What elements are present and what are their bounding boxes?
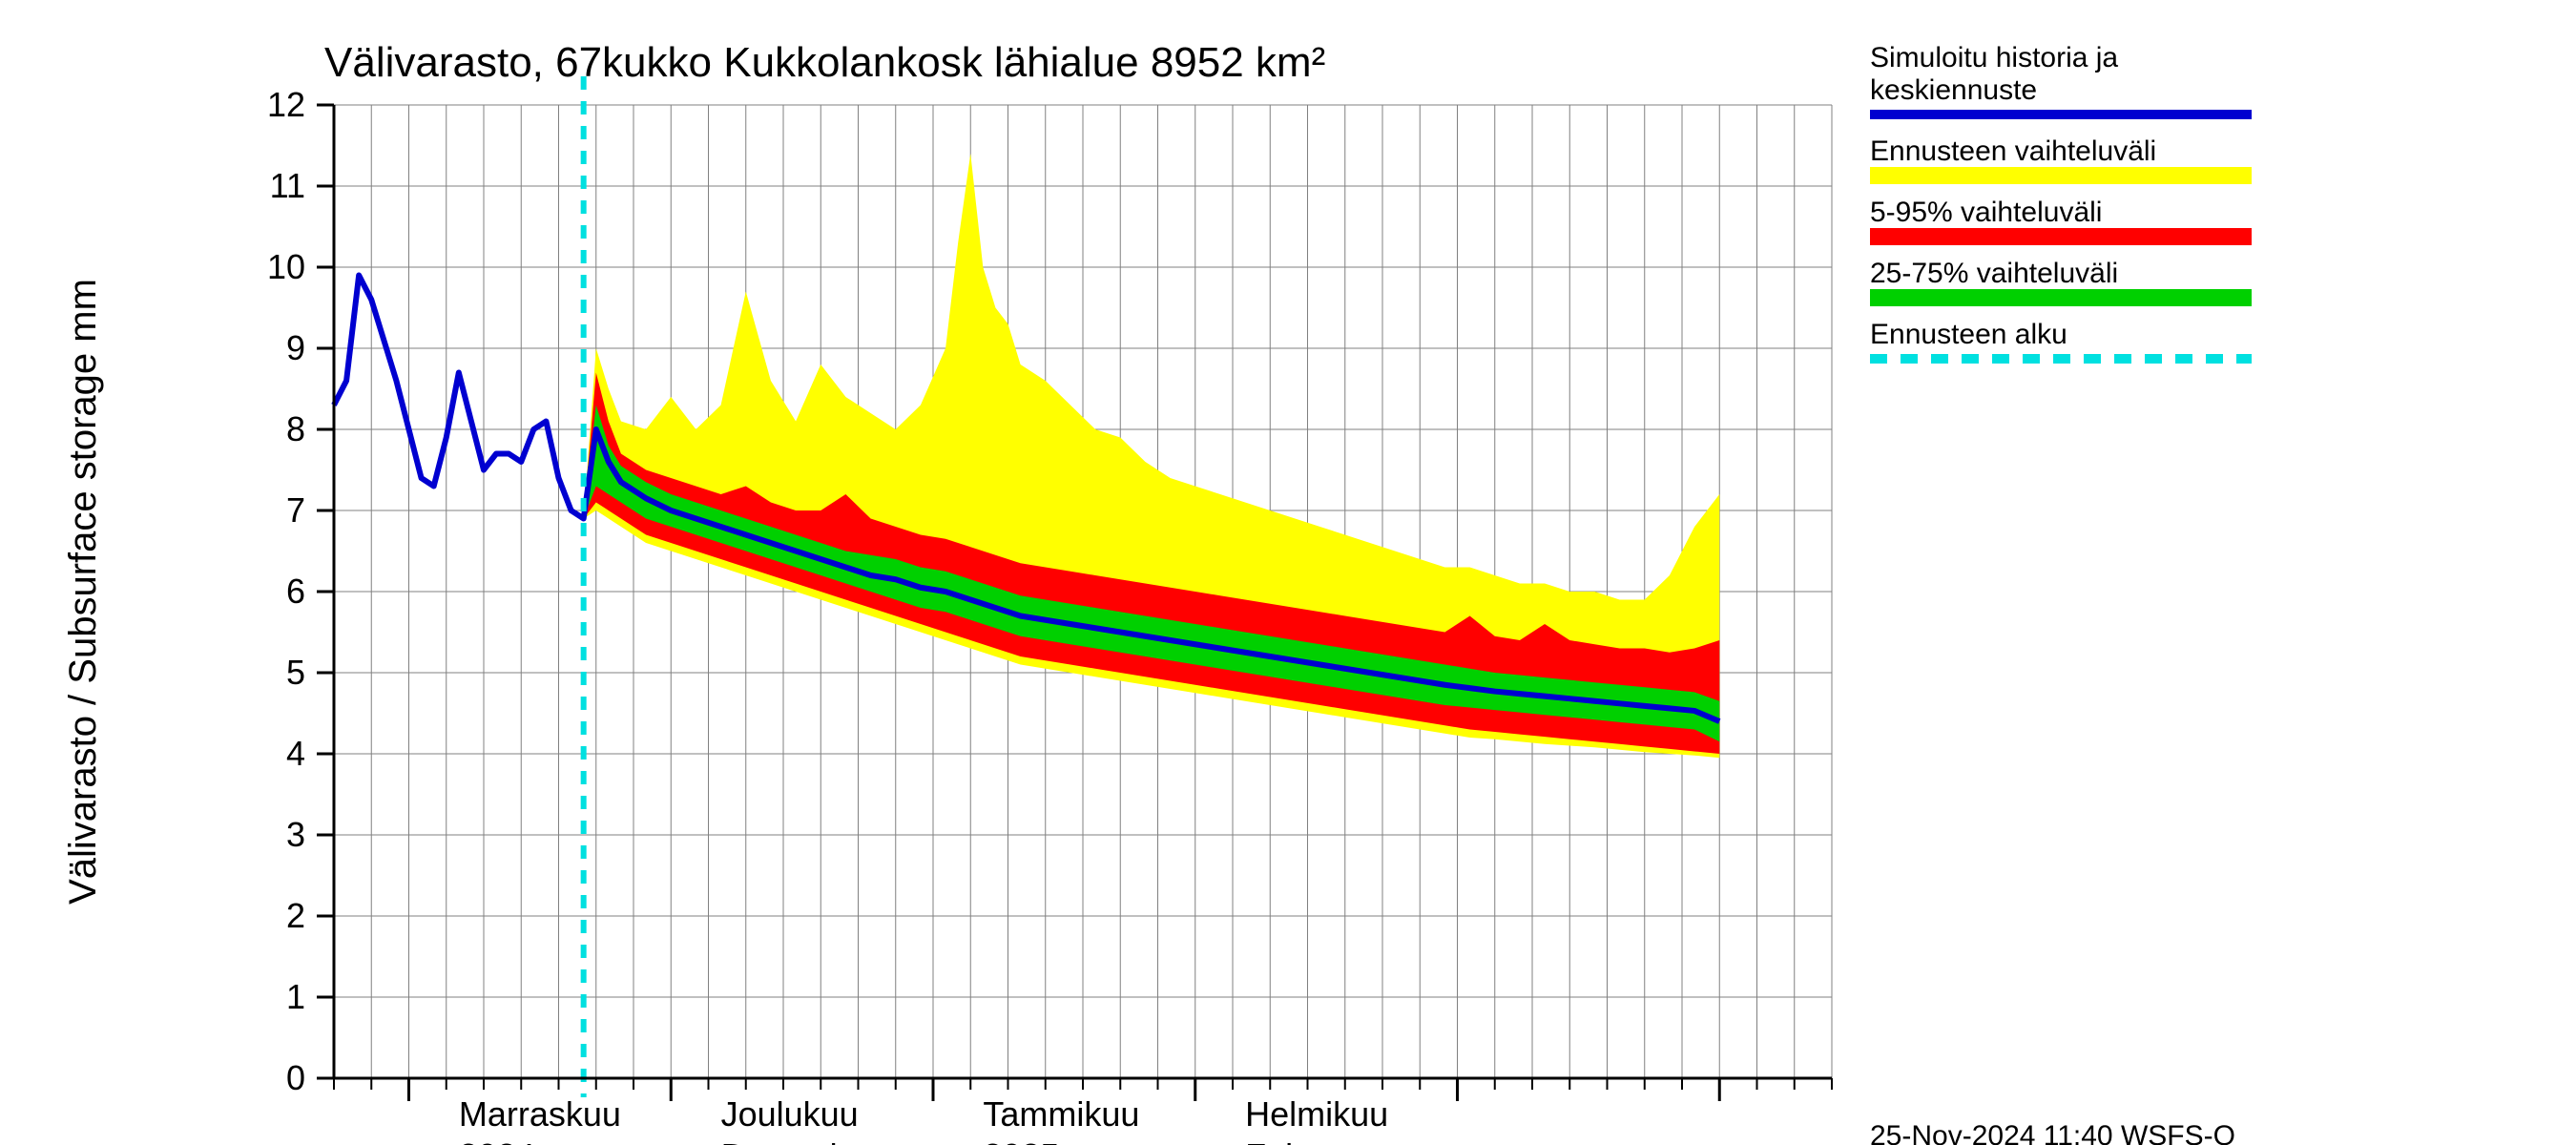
legend-swatch-bar xyxy=(1870,228,2252,245)
y-axis-label: Välivarasto / Subsurface storage mm xyxy=(62,279,104,905)
x-month-label: Joulukuu xyxy=(721,1094,859,1134)
legend-label: keskiennuste xyxy=(1870,74,2037,106)
y-tick-label: 0 xyxy=(286,1058,305,1097)
y-tick-label: 10 xyxy=(267,247,305,286)
legend: Simuloitu historia jakeskiennuste Ennuste… xyxy=(1870,42,2252,359)
y-tick-label: 8 xyxy=(286,409,305,448)
legend-swatch-bar xyxy=(1870,167,2252,184)
y-tick-label: 4 xyxy=(286,734,305,773)
x-month-sublabel: 2025 xyxy=(983,1136,1059,1145)
legend-label: Ennusteen vaihteluväli xyxy=(1870,135,2156,167)
y-tick-label: 3 xyxy=(286,815,305,854)
y-tick-label: 11 xyxy=(270,166,305,205)
chart-container: 0123456789101112Marraskuu2024JoulukuuDec… xyxy=(0,0,2576,1145)
y-tick-label: 6 xyxy=(286,572,305,611)
legend-swatch-bar xyxy=(1870,289,2252,306)
x-month-sublabel: December xyxy=(721,1136,880,1145)
legend-label: 25-75% vaihteluväli xyxy=(1870,258,2118,289)
y-tick-label: 7 xyxy=(286,490,305,530)
legend-label: 5-95% vaihteluväli xyxy=(1870,197,2102,228)
forecast-bands xyxy=(584,154,1720,758)
y-tick-label: 1 xyxy=(286,977,305,1016)
chart-title: Välivarasto, 67kukko Kukkolankosk lähial… xyxy=(324,39,1325,86)
legend-label: Simuloitu historia ja xyxy=(1870,42,2118,73)
y-tick-label: 5 xyxy=(286,653,305,692)
x-month-label: Tammikuu xyxy=(983,1094,1139,1134)
x-month-label: Marraskuu xyxy=(459,1094,621,1134)
legend-label: Ennusteen alku xyxy=(1870,319,2067,350)
footer-timestamp: 25-Nov-2024 11:40 WSFS-O xyxy=(1870,1120,2235,1145)
x-month-sublabel: February xyxy=(1245,1136,1382,1145)
y-tick-label: 2 xyxy=(286,896,305,935)
x-month-label: Helmikuu xyxy=(1245,1094,1388,1134)
fan-chart: 0123456789101112Marraskuu2024JoulukuuDec… xyxy=(0,0,2576,1145)
x-month-sublabel: 2024 xyxy=(459,1136,535,1145)
y-tick-label: 9 xyxy=(286,328,305,367)
y-tick-label: 12 xyxy=(267,85,305,124)
